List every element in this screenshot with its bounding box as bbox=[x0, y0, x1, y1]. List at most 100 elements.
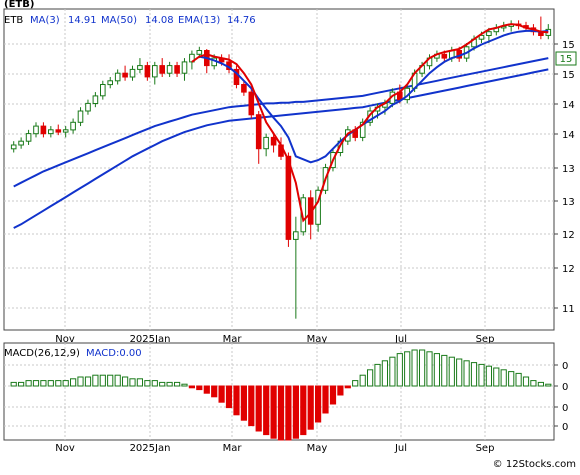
macd-bar-63 bbox=[478, 363, 485, 387]
candle-body-63 bbox=[478, 34, 485, 40]
macd-bar-52 bbox=[396, 353, 403, 387]
macd-bar-47 bbox=[359, 374, 366, 387]
candle-body-20 bbox=[159, 65, 165, 74]
ema13-line bbox=[199, 29, 549, 164]
macd-bar-41 bbox=[315, 385, 322, 423]
candle-body-41 bbox=[315, 189, 321, 225]
macd-bar-33 bbox=[255, 385, 262, 432]
candle-body-16 bbox=[129, 68, 136, 78]
price-x-ticks: Nov 2025Jan Mar May Jul Sep bbox=[55, 334, 494, 345]
macd-bar-42 bbox=[322, 385, 329, 414]
macd-x-tick-label-0: Nov bbox=[55, 443, 75, 454]
price-x-tick-label-2: Mar bbox=[223, 334, 243, 345]
candle-body-18 bbox=[144, 65, 151, 78]
price-y-tick-label-8: 11 bbox=[562, 304, 575, 315]
macd-bar-1 bbox=[18, 381, 25, 387]
macd-bar-57 bbox=[433, 353, 440, 387]
candle-body-2 bbox=[25, 133, 32, 142]
macd-bar-18 bbox=[144, 380, 151, 387]
macd-bar-67 bbox=[508, 371, 515, 387]
price-x-tick-label-1: 2025Jan bbox=[130, 334, 171, 345]
candle-body-21 bbox=[166, 65, 173, 74]
macd-bar-6 bbox=[55, 380, 62, 387]
last-price-label: 15 bbox=[560, 54, 573, 65]
macd-bar-17 bbox=[136, 378, 144, 387]
candle-body-33 bbox=[255, 114, 262, 150]
price-y-tick-label-3: 14 bbox=[562, 130, 575, 141]
ma50-line bbox=[13, 57, 549, 188]
macd-bar-49 bbox=[374, 363, 381, 387]
macd-bar-27 bbox=[211, 385, 218, 398]
macd-bar-29 bbox=[225, 385, 233, 409]
ma-long-path bbox=[13, 68, 549, 229]
price-y-tick-label-4: 13 bbox=[562, 164, 575, 175]
macd-bar-72 bbox=[545, 383, 552, 387]
price-y-tick-label-5: 13 bbox=[562, 197, 575, 208]
macd-bar-28 bbox=[218, 385, 225, 403]
candle-body-8 bbox=[70, 121, 76, 131]
price-plot-frame bbox=[3, 8, 555, 331]
macd-bar-16 bbox=[129, 378, 136, 387]
macd-x-ticks: Nov 2025Jan Mar May Jul Sep bbox=[55, 443, 494, 454]
macd-bar-34 bbox=[263, 385, 270, 436]
macd-bar-13 bbox=[107, 374, 114, 387]
macd-bar-69 bbox=[522, 376, 530, 387]
candle-body-12 bbox=[100, 84, 106, 97]
price-y-tick-label-7: 12 bbox=[562, 264, 575, 275]
macd-bar-25 bbox=[196, 385, 203, 391]
macd-x-tick-label-3: May bbox=[307, 443, 328, 454]
macd-bar-51 bbox=[389, 356, 396, 387]
legend-ema13-label: EMA(13) bbox=[178, 15, 220, 26]
price-y-tick-label-1: 15 bbox=[562, 70, 575, 81]
candle-body-4 bbox=[40, 125, 47, 135]
macd-y-tick-label-0: 0 bbox=[562, 361, 568, 372]
candle-body-10 bbox=[85, 102, 91, 112]
price-x-tick-label-0: Nov bbox=[55, 334, 75, 345]
candle-body-31 bbox=[241, 84, 247, 93]
price-y-ticks: 15 15 14 14 13 13 12 12 11 bbox=[554, 40, 575, 315]
macd-bar-56 bbox=[426, 351, 433, 387]
footer-credit: © 12Stocks.com bbox=[493, 459, 576, 470]
candle-body-3 bbox=[33, 125, 39, 135]
macd-bar-64 bbox=[485, 365, 492, 387]
macd-bar-4 bbox=[40, 380, 47, 387]
macd-bar-71 bbox=[537, 381, 544, 387]
price-y-tick-label-6: 12 bbox=[562, 230, 575, 241]
macd-bar-65 bbox=[493, 367, 500, 387]
candle-body-64 bbox=[486, 31, 492, 37]
macd-x-tick-label-4: Jul bbox=[394, 443, 407, 454]
macd-value-label: MACD:0.00 bbox=[86, 348, 142, 359]
ema13-path bbox=[199, 29, 549, 164]
macd-bar-59 bbox=[448, 356, 455, 387]
legend-ma3-value: 14.91 bbox=[68, 15, 97, 26]
price-y-tick-label-0: 15 bbox=[562, 40, 575, 51]
candle-body-0 bbox=[10, 144, 17, 150]
candle-body-35 bbox=[270, 136, 277, 146]
macd-bar-53 bbox=[404, 351, 411, 387]
macd-bar-66 bbox=[500, 369, 507, 387]
macd-bar-5 bbox=[47, 380, 54, 387]
candle-body-6 bbox=[55, 129, 62, 133]
macd-bar-9 bbox=[77, 376, 84, 387]
legend-symbol: ETB bbox=[4, 15, 23, 26]
macd-bar-37 bbox=[285, 385, 292, 441]
candle-body-14 bbox=[114, 72, 121, 82]
ma50-path bbox=[13, 57, 549, 188]
legend-ema13-value: 14.76 bbox=[227, 15, 256, 26]
candle-body-11 bbox=[92, 95, 99, 105]
macd-y-tick-label-1: 0 bbox=[562, 382, 568, 393]
macd-bar-43 bbox=[329, 385, 337, 405]
candle-body-47 bbox=[359, 121, 366, 138]
candle-body-34 bbox=[263, 136, 269, 150]
macd-bar-2 bbox=[25, 380, 32, 387]
macd-bar-10 bbox=[84, 376, 92, 387]
candle-body-37 bbox=[285, 155, 292, 240]
candle-body-25 bbox=[196, 50, 203, 55]
macd-bar-15 bbox=[122, 376, 129, 387]
macd-bar-36 bbox=[277, 385, 285, 441]
macd-bar-38 bbox=[292, 385, 299, 439]
macd-bar-12 bbox=[99, 374, 106, 387]
macd-bar-26 bbox=[203, 385, 210, 394]
macd-bar-22 bbox=[174, 381, 181, 387]
ma3-path bbox=[191, 23, 549, 223]
